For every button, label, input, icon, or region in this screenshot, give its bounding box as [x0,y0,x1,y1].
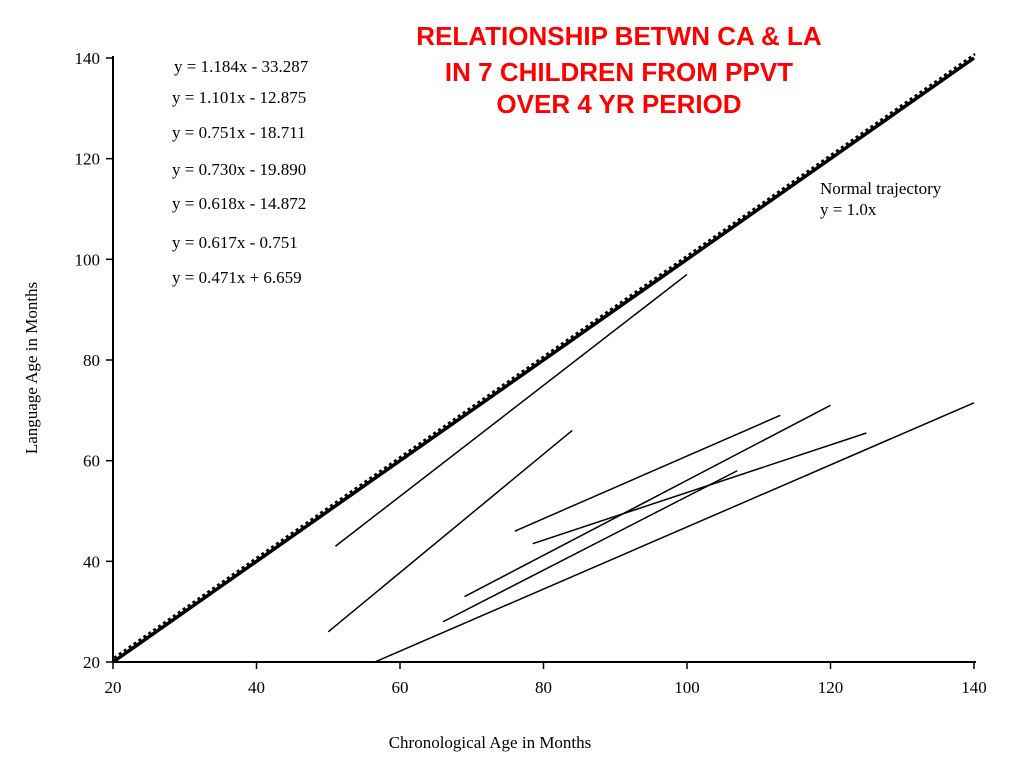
equation-label: y = 0.617x - 0.751 [172,233,298,252]
equation-label: y = 0.471x + 6.659 [172,268,302,287]
chart-title-line-3: OVER 4 YR PERIOD [496,89,741,119]
child-trajectory-line-4 [442,470,738,623]
plot-area [111,52,976,664]
y-tick-label: 80 [83,351,100,370]
normal-trajectory-note: Normal trajectory y = 1.0x [820,179,942,219]
x-tick-label: 60 [392,678,409,697]
normal-trajectory-dotted-line [113,52,976,660]
tick-labels: 20 40 60 80 100 120 140 20 40 60 80 100 120 140 [75,49,987,697]
equation-label: y = 1.101x - 12.875 [172,88,306,107]
x-axis-label: Chronological Age in Months [389,733,592,752]
chart-title-line-1: RELATIONSHIP BETWN CA & LA [416,21,822,51]
equation-label: y = 1.184x - 33.287 [174,57,309,76]
x-tick-label: 140 [961,678,987,697]
child-trajectory-line-2 [334,273,688,547]
y-tick-label: 120 [75,150,101,169]
x-tick-label: 40 [248,678,265,697]
child-trajectory-line-6 [514,414,781,532]
chart-title: RELATIONSHIP BETWN CA & LA IN 7 CHILDREN … [416,21,822,119]
x-tick-label: 20 [105,678,122,697]
equation-label: y = 0.618x - 14.872 [172,194,306,213]
x-tick-label: 80 [535,678,552,697]
equation-label: y = 0.730x - 19.890 [172,160,306,179]
child-trajectory-line-7 [532,432,867,545]
normal-trajectory-equation: y = 1.0x [820,200,877,219]
equation-labels: y = 1.184x - 33.287 y = 1.101x - 12.875 y … [172,57,309,287]
x-tick-label: 120 [818,678,844,697]
y-axis-label: Language Age in Months [22,282,41,454]
y-tick-label: 100 [75,250,101,269]
equation-label: y = 0.751x - 18.711 [172,123,306,142]
x-tick-label: 100 [674,678,700,697]
chart-title-line-2: IN 7 CHILDREN FROM PPVT [445,57,793,87]
normal-trajectory-line [111,56,976,664]
y-tick-label: 60 [83,452,100,471]
child-trajectory-line-1 [327,429,573,633]
y-tick-label: 140 [75,49,101,68]
child-trajectory-line-3 [374,402,975,663]
child-trajectory-line-5 [464,404,831,598]
y-tick-label: 20 [83,653,100,672]
normal-trajectory-label: Normal trajectory [820,179,942,198]
y-tick-label: 40 [83,552,100,571]
